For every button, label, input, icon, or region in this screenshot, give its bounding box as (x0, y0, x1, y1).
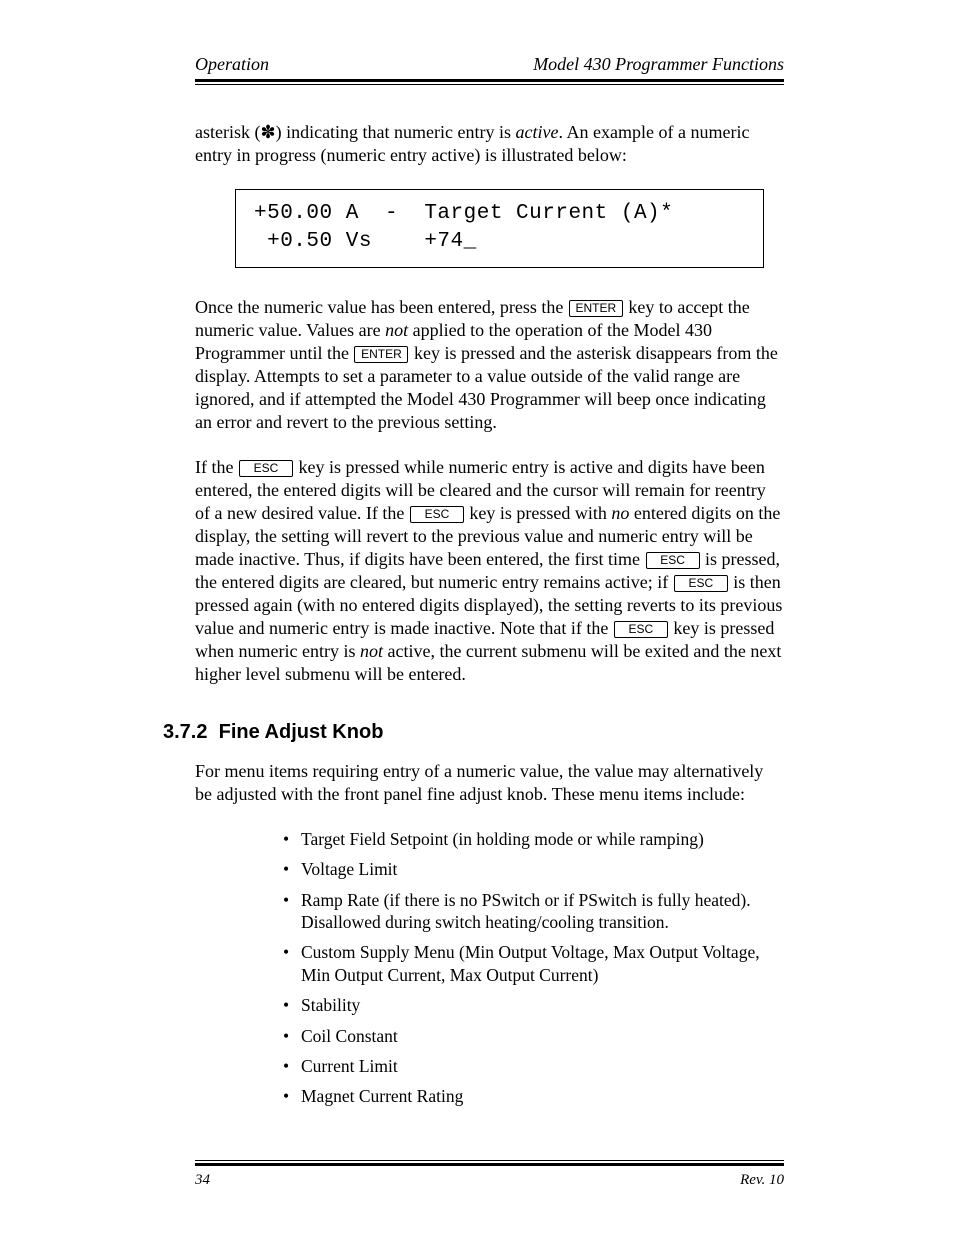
p1-t4: active (516, 122, 559, 142)
p3-t4: no (611, 503, 629, 523)
bullet-list: Target Field Setpoint (in holding mode o… (283, 828, 784, 1108)
list-item: Custom Supply Menu (Min Output Voltage, … (283, 941, 784, 986)
page-footer: 34 Rev. 10 (195, 1160, 784, 1189)
p1-t1: asterisk ( (195, 122, 260, 142)
footer-row: 34 Rev. 10 (195, 1172, 784, 1189)
enter-key-2: ENTER (354, 346, 408, 363)
section-heading: 3.7.2 Fine Adjust Knob (163, 720, 784, 746)
p3-t1: If the (195, 457, 238, 477)
list-item: Current Limit (283, 1055, 784, 1077)
para-2: Once the numeric value has been entered,… (195, 296, 784, 434)
header-rule-thick (195, 79, 784, 82)
header-left: Operation (195, 54, 269, 75)
lcd-line2: +0.50 Vs +74_ (254, 230, 477, 253)
esc-key-3: ESC (646, 552, 700, 569)
enter-key-1: ENTER (569, 300, 623, 317)
footer-rule-thick (195, 1163, 784, 1166)
list-item: Coil Constant (283, 1025, 784, 1047)
p3-t3: key is pressed with (465, 503, 611, 523)
list-item: Magnet Current Rating (283, 1085, 784, 1107)
para-4: For menu items requiring entry of a nume… (195, 760, 784, 806)
page-header: Operation Model 430 Programmer Functions (195, 54, 784, 75)
list-item: Ramp Rate (if there is no PSwitch or if … (283, 889, 784, 934)
p1-t3: ) indicating that numeric entry is (276, 122, 516, 142)
esc-key-5: ESC (614, 621, 668, 638)
header-right: Model 430 Programmer Functions (533, 54, 784, 75)
para-1: asterisk (✽) indicating that numeric ent… (195, 121, 784, 167)
header-rule-thin (195, 84, 784, 85)
lcd-line1: +50.00 A - Target Current (A)* (254, 202, 673, 225)
asterisk-glyph: ✽ (260, 122, 275, 142)
content: asterisk (✽) indicating that numeric ent… (195, 121, 784, 1108)
lcd-display: +50.00 A - Target Current (A)* +0.50 Vs … (235, 189, 764, 268)
p2-t1: Once the numeric value has been entered,… (195, 297, 568, 317)
list-item: Stability (283, 994, 784, 1016)
footer-rule-thin (195, 1160, 784, 1161)
list-item: Voltage Limit (283, 858, 784, 880)
list-item: Target Field Setpoint (in holding mode o… (283, 828, 784, 850)
p3-t9: not (360, 641, 383, 661)
para-3: If the ESC key is pressed while numeric … (195, 456, 784, 686)
esc-key-4: ESC (674, 575, 728, 592)
esc-key-2: ESC (410, 506, 464, 523)
header-right-line1: Model 430 Programmer Functions (533, 54, 784, 75)
p2-t3: not (385, 320, 408, 340)
section-title: Fine Adjust Knob (219, 721, 384, 743)
revision: Rev. 10 (740, 1172, 784, 1189)
page: Operation Model 430 Programmer Functions… (0, 0, 954, 1235)
section-number: 3.7.2 (163, 721, 207, 743)
esc-key-1: ESC (239, 460, 293, 477)
page-number: 34 (195, 1172, 210, 1189)
